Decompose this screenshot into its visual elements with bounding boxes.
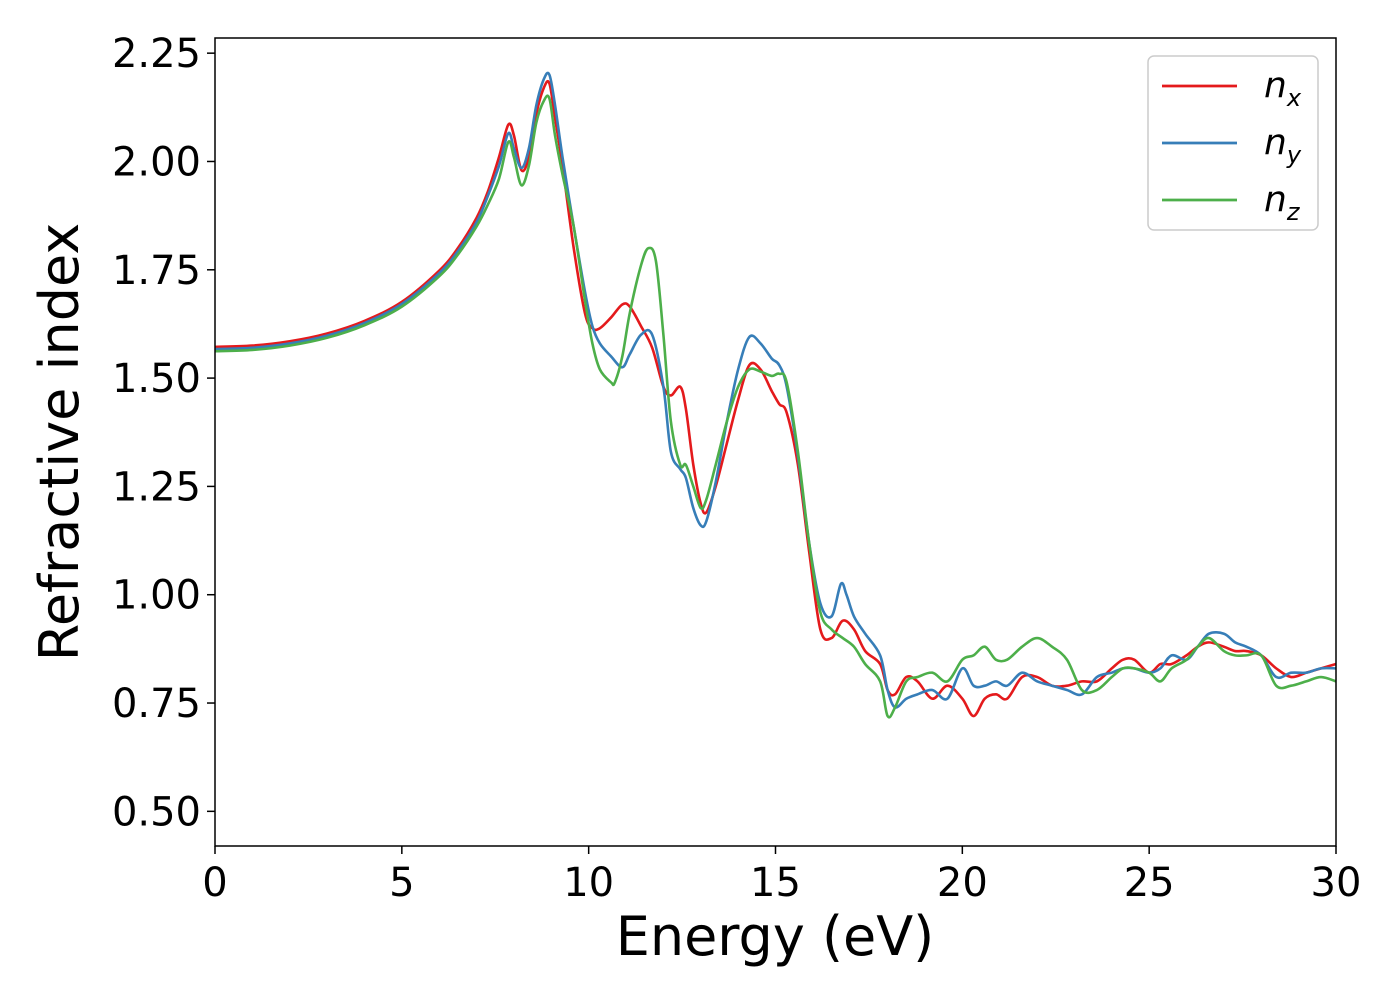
x-tick-label: 15: [750, 860, 801, 906]
x-tick-label: 5: [389, 860, 414, 906]
y-axis-label: Refractive index: [28, 223, 91, 662]
y-tick-label: 2.25: [112, 31, 201, 77]
series-line-z: [215, 94, 1336, 719]
y-tick-label: 2.00: [112, 139, 201, 185]
x-tick-label: 30: [1311, 860, 1362, 906]
y-axis-ticks: 0.50 0.75 1.00 1.25 1.50 1.75 2.00 2.25: [112, 31, 215, 835]
y-tick-label: 0.50: [112, 789, 201, 835]
x-axis-label: Energy (eV): [616, 905, 935, 968]
y-tick-label: 0.75: [112, 681, 201, 727]
legend-label-x: nx: [1264, 65, 1302, 112]
y-tick-label: 1.25: [112, 464, 201, 510]
x-tick-label: 20: [937, 860, 988, 906]
x-tick-label: 0: [202, 860, 227, 906]
series-layer: [215, 71, 1336, 719]
legend-label-y: ny: [1264, 122, 1302, 169]
y-tick-label: 1.00: [112, 573, 201, 619]
y-tick-label: 1.50: [112, 356, 201, 402]
x-tick-label: 10: [563, 860, 614, 906]
y-tick-label: 1.75: [112, 248, 201, 294]
legend-label-z: nz: [1264, 179, 1301, 226]
x-axis-ticks: 0 5 10 15 20 25 30: [202, 846, 1361, 906]
legend: nx ny nz: [1147, 55, 1319, 231]
x-tick-label: 25: [1124, 860, 1175, 906]
